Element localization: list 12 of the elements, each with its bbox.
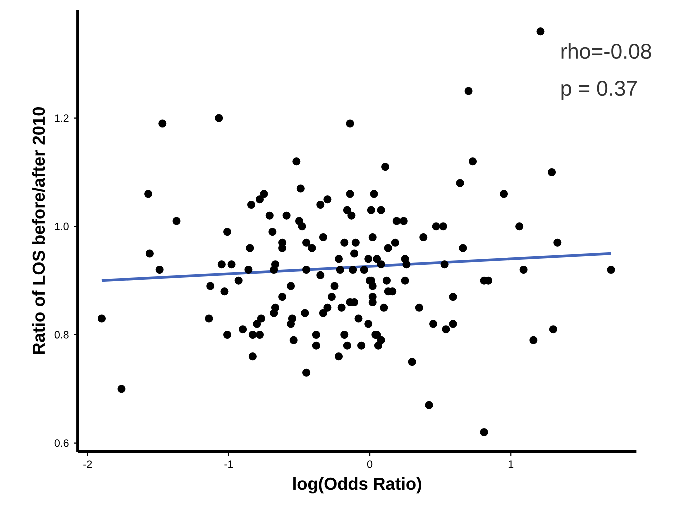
annotation: p = 0.37: [562, 81, 637, 100]
x-tick-label: 1: [508, 460, 514, 468]
y-tick-label: 0.8: [54, 331, 69, 339]
x-tick-label: -2: [84, 460, 92, 468]
x-tick-label: 0: [367, 460, 373, 468]
y-tick-label: 1.2: [55, 114, 69, 122]
y-axis-title: Ratio of LOS before/after 2010: [32, 107, 46, 354]
y-tick-label: 0.6: [54, 440, 69, 448]
x-axis-title: log(Odds Ratio): [294, 477, 422, 494]
x-tick-label: -1: [224, 460, 234, 468]
y-tick-label: 1.0: [55, 222, 69, 230]
annotation: rho=-0.08: [562, 43, 652, 60]
